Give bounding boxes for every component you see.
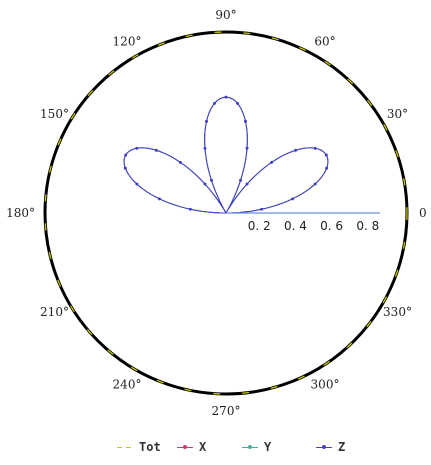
series-z-point [270,161,273,164]
angle-tick-label: 0 [419,206,427,220]
radial-tick-label: 0. 6 [320,219,343,233]
angle-tick-label: 30° [387,107,408,121]
angle-tick-label: 270° [212,404,241,418]
series-z-point [158,197,161,201]
series-z-point [325,166,329,170]
series-z-point [224,95,228,99]
series-z-point [135,146,139,150]
angle-tick-label: 330° [383,305,412,319]
radial-tick-label: 0. 2 [248,219,271,233]
angle-tick-label: 210° [40,305,69,319]
series-z-point [124,153,128,157]
legend-label-x: X [199,440,207,454]
legend-item-x: X [177,440,206,454]
radial-tick-label: 0. 4 [284,219,307,233]
legend-dot [183,445,187,449]
legend-item-y: Y [242,440,271,454]
angle-tick-label: 300° [311,378,340,392]
legend-swatch-x [177,442,193,452]
series-z-point [313,146,317,150]
series-z-point [210,178,213,182]
series-z-point [179,161,182,164]
series-z-point [154,148,158,152]
series-x-line [123,96,329,214]
series-tot-line [44,31,408,395]
series-z-point [203,146,207,150]
legend-swatch-z [316,442,332,452]
angle-tick-label: 240° [113,378,142,392]
legend-swatch-tot [117,442,133,452]
angle-tick-label: 90° [215,8,236,22]
series-z-point [239,178,242,182]
legend-dot [248,445,252,449]
series-z-point [245,146,249,150]
series-z-point [236,102,239,105]
series-z-line [123,96,329,214]
series-z-point [244,119,247,123]
legend-swatch-y [242,442,258,452]
series-z-point [291,197,294,201]
series-z-point [203,182,207,186]
angle-tick-label: 180° [6,206,35,220]
legend-dash [126,447,131,448]
legend-item-z: Z [316,440,345,454]
legend-dot [322,445,326,449]
radial-tick-label: 0. 8 [356,219,379,233]
series-z-point [123,166,127,170]
angle-tick-label: 120° [113,35,142,49]
series-z-point [245,182,249,186]
series-z-point [324,153,328,157]
series-z-point [135,182,139,186]
legend-dash [117,447,122,448]
angle-tick-label: 60° [314,35,335,49]
series-z-point [313,182,317,186]
series-z-point [294,148,298,152]
legend-label-tot: Tot [139,440,161,454]
series-z-point [213,102,216,105]
series-z-point [205,119,208,123]
series-z-point [189,207,192,211]
angle-tick-label: 150° [40,107,69,121]
legend-label-z: Z [338,440,346,454]
series-y-line [123,96,329,214]
chart-legend: Tot X Y Z [0,440,431,462]
legend-item-tot: Tot [117,440,161,454]
legend-label-y: Y [264,440,272,454]
series-z-point [260,207,263,211]
